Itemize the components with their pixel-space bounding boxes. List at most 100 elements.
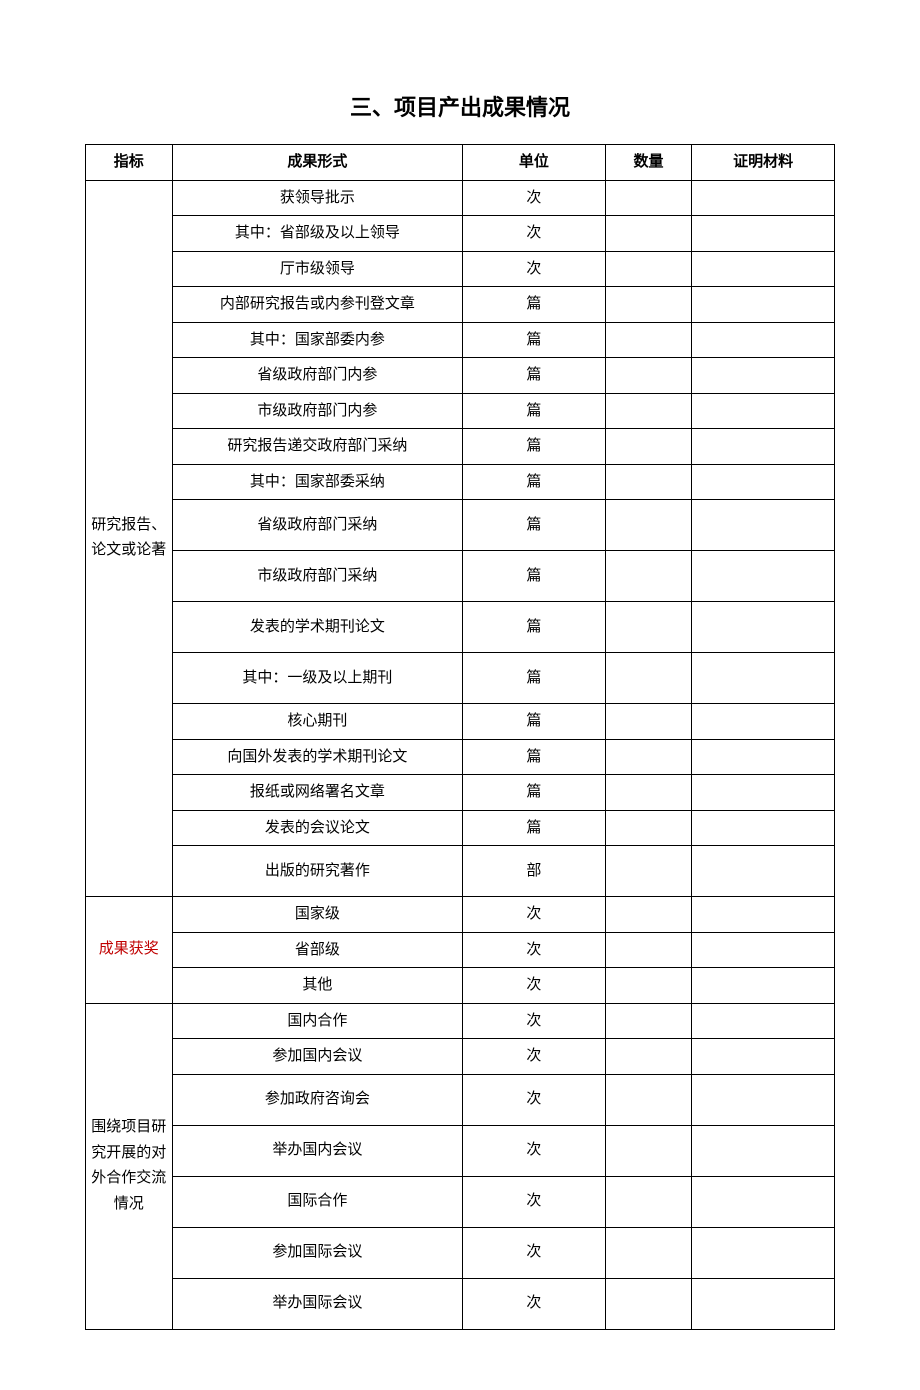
cell-quantity (605, 322, 692, 358)
cell-proof (692, 968, 835, 1004)
cell-form: 参加国内会议 (172, 1039, 462, 1075)
cell-proof (692, 1278, 835, 1329)
cell-proof (692, 358, 835, 394)
cell-quantity (605, 287, 692, 323)
cell-form: 参加国际会议 (172, 1227, 462, 1278)
cell-unit: 次 (463, 1125, 606, 1176)
table-row: 市级政府部门采纳篇 (86, 551, 835, 602)
cell-form: 其中：国家部委内参 (172, 322, 462, 358)
cell-form: 获领导批示 (172, 180, 462, 216)
table-row: 其中：省部级及以上领导次 (86, 216, 835, 252)
cell-proof (692, 1039, 835, 1075)
cell-unit: 次 (463, 897, 606, 933)
table-row: 举办国际会议次 (86, 1278, 835, 1329)
table-row: 市级政府部门内参篇 (86, 393, 835, 429)
cell-proof (692, 739, 835, 775)
cell-unit: 篇 (463, 602, 606, 653)
header-unit: 单位 (463, 145, 606, 181)
cell-proof (692, 810, 835, 846)
cell-quantity (605, 251, 692, 287)
table-row: 内部研究报告或内参刊登文章篇 (86, 287, 835, 323)
cell-form: 报纸或网络署名文章 (172, 775, 462, 811)
cell-unit: 次 (463, 1227, 606, 1278)
table-row: 发表的学术期刊论文篇 (86, 602, 835, 653)
header-quantity: 数量 (605, 145, 692, 181)
cell-proof (692, 287, 835, 323)
table-row: 报纸或网络署名文章篇 (86, 775, 835, 811)
group-label: 围绕项目研究开展的对外合作交流情况 (86, 1003, 173, 1329)
cell-unit: 篇 (463, 393, 606, 429)
table-row: 核心期刊篇 (86, 704, 835, 740)
table-row: 参加国际会议次 (86, 1227, 835, 1278)
table-row: 其中：国家部委内参篇 (86, 322, 835, 358)
cell-form: 核心期刊 (172, 704, 462, 740)
cell-unit: 篇 (463, 358, 606, 394)
cell-form: 内部研究报告或内参刊登文章 (172, 287, 462, 323)
cell-form: 其他 (172, 968, 462, 1004)
cell-quantity (605, 464, 692, 500)
cell-unit: 篇 (463, 500, 606, 551)
cell-form: 厅市级领导 (172, 251, 462, 287)
cell-unit: 次 (463, 216, 606, 252)
cell-quantity (605, 429, 692, 465)
cell-quantity (605, 1227, 692, 1278)
cell-form: 研究报告递交政府部门采纳 (172, 429, 462, 465)
cell-unit: 次 (463, 968, 606, 1004)
cell-unit: 篇 (463, 322, 606, 358)
cell-form: 其中：省部级及以上领导 (172, 216, 462, 252)
table-row: 国际合作次 (86, 1176, 835, 1227)
cell-form: 举办国际会议 (172, 1278, 462, 1329)
cell-form: 市级政府部门采纳 (172, 551, 462, 602)
table-row: 出版的研究著作部 (86, 846, 835, 897)
table-row: 省级政府部门内参篇 (86, 358, 835, 394)
cell-quantity (605, 393, 692, 429)
cell-unit: 篇 (463, 739, 606, 775)
cell-proof (692, 1176, 835, 1227)
cell-proof (692, 1125, 835, 1176)
table-row: 举办国内会议次 (86, 1125, 835, 1176)
table-header-row: 指标 成果形式 单位 数量 证明材料 (86, 145, 835, 181)
cell-quantity (605, 1278, 692, 1329)
group-label: 研究报告、论文或论著 (86, 180, 173, 897)
cell-proof (692, 1074, 835, 1125)
cell-quantity (605, 704, 692, 740)
cell-quantity (605, 551, 692, 602)
page-container: 三、项目产出成果情况 指标 成果形式 单位 数量 证明材料 研究报告、论文或论著… (0, 0, 920, 1390)
table-row: 发表的会议论文篇 (86, 810, 835, 846)
cell-form: 省级政府部门内参 (172, 358, 462, 394)
group-label: 成果获奖 (86, 897, 173, 1004)
cell-quantity (605, 180, 692, 216)
cell-proof (692, 846, 835, 897)
cell-form: 其中：国家部委采纳 (172, 464, 462, 500)
cell-unit: 篇 (463, 704, 606, 740)
cell-quantity (605, 1074, 692, 1125)
cell-proof (692, 1227, 835, 1278)
cell-proof (692, 180, 835, 216)
cell-unit: 篇 (463, 464, 606, 500)
cell-proof (692, 602, 835, 653)
cell-form: 国家级 (172, 897, 462, 933)
cell-form: 发表的会议论文 (172, 810, 462, 846)
cell-unit: 篇 (463, 653, 606, 704)
cell-quantity (605, 1176, 692, 1227)
cell-unit: 次 (463, 1176, 606, 1227)
cell-form: 参加政府咨询会 (172, 1074, 462, 1125)
cell-unit: 次 (463, 1003, 606, 1039)
cell-unit: 次 (463, 1278, 606, 1329)
cell-quantity (605, 500, 692, 551)
table-row: 成果获奖国家级次 (86, 897, 835, 933)
cell-proof (692, 932, 835, 968)
cell-form: 省部级 (172, 932, 462, 968)
cell-unit: 篇 (463, 810, 606, 846)
cell-form: 出版的研究著作 (172, 846, 462, 897)
cell-proof (692, 251, 835, 287)
cell-quantity (605, 1039, 692, 1075)
table-row: 参加国内会议次 (86, 1039, 835, 1075)
table-row: 参加政府咨询会次 (86, 1074, 835, 1125)
cell-quantity (605, 775, 692, 811)
table-row: 省级政府部门采纳篇 (86, 500, 835, 551)
cell-form: 省级政府部门采纳 (172, 500, 462, 551)
cell-quantity (605, 897, 692, 933)
cell-quantity (605, 968, 692, 1004)
cell-form: 国内合作 (172, 1003, 462, 1039)
